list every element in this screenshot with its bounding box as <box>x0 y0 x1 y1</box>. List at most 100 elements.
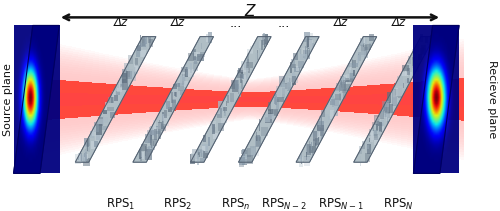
Bar <box>36 70 38 129</box>
Bar <box>280 80 281 118</box>
Bar <box>394 81 395 118</box>
Bar <box>138 90 139 109</box>
Bar <box>380 78 381 120</box>
Bar <box>244 94 246 105</box>
Bar <box>411 82 412 117</box>
Bar <box>314 131 318 136</box>
Bar <box>149 86 150 113</box>
Bar <box>68 71 69 128</box>
Bar <box>306 84 307 115</box>
Bar <box>381 66 382 133</box>
Bar <box>350 91 351 108</box>
Bar <box>415 64 416 135</box>
Bar <box>422 93 424 106</box>
Bar <box>109 58 110 140</box>
Bar <box>410 65 411 134</box>
Bar <box>370 83 371 116</box>
Bar <box>290 84 292 115</box>
Bar <box>388 61 390 138</box>
Bar <box>317 87 318 112</box>
Bar <box>158 87 159 112</box>
Bar <box>224 111 226 116</box>
Bar <box>150 65 152 134</box>
Bar <box>154 64 156 135</box>
Bar <box>267 92 268 107</box>
Bar <box>280 83 281 116</box>
Bar <box>46 81 48 118</box>
Bar <box>246 59 250 66</box>
Bar <box>210 76 212 123</box>
Bar <box>194 71 196 128</box>
Bar <box>328 82 330 117</box>
Bar <box>222 82 223 117</box>
Bar <box>406 51 408 148</box>
Bar <box>216 95 217 104</box>
Bar <box>154 129 158 140</box>
Bar <box>321 117 322 127</box>
Bar <box>415 88 416 111</box>
Bar <box>38 42 39 157</box>
Bar <box>286 87 287 112</box>
Bar <box>234 92 236 106</box>
Bar <box>270 80 272 119</box>
Bar <box>39 85 40 114</box>
Bar <box>184 89 186 110</box>
Bar <box>48 81 49 118</box>
Bar <box>322 73 324 126</box>
Bar <box>294 78 296 120</box>
Bar <box>138 70 139 128</box>
Bar <box>267 78 268 121</box>
Bar <box>48 59 49 140</box>
Bar <box>95 78 96 121</box>
Bar <box>130 71 132 128</box>
Bar <box>448 66 450 133</box>
Bar <box>347 89 348 110</box>
Bar <box>108 70 109 129</box>
Bar <box>217 89 218 109</box>
Bar <box>346 80 347 119</box>
Bar <box>186 84 188 115</box>
Bar <box>40 68 42 131</box>
Bar <box>260 85 262 114</box>
Bar <box>60 68 62 131</box>
Bar <box>166 66 168 133</box>
Bar <box>454 88 455 111</box>
Bar <box>348 88 350 111</box>
Bar <box>462 70 464 129</box>
Bar <box>376 68 378 131</box>
Bar <box>134 86 136 113</box>
Bar <box>378 88 380 111</box>
Bar <box>232 81 237 89</box>
Bar <box>430 62 431 137</box>
Bar <box>174 84 176 115</box>
Bar <box>425 87 426 112</box>
Bar <box>311 79 312 120</box>
Bar <box>386 91 388 108</box>
Bar <box>304 76 306 123</box>
Bar <box>401 62 402 137</box>
Bar <box>203 91 204 108</box>
Bar <box>189 88 190 111</box>
Bar <box>169 69 170 129</box>
Bar <box>435 50 436 149</box>
Bar <box>233 77 234 122</box>
Bar <box>292 76 296 84</box>
Bar <box>451 88 452 111</box>
Bar <box>304 87 306 112</box>
Bar <box>334 93 336 106</box>
Bar <box>432 64 434 135</box>
Bar <box>338 90 340 109</box>
Bar <box>264 91 266 108</box>
Bar <box>362 78 364 120</box>
Bar <box>86 86 88 113</box>
Bar <box>294 82 296 117</box>
Bar <box>404 84 405 115</box>
Bar <box>212 95 213 104</box>
Bar <box>441 48 442 150</box>
Bar <box>114 94 116 105</box>
Bar <box>276 84 277 115</box>
Bar <box>438 77 440 122</box>
Bar <box>94 60 95 139</box>
Bar <box>258 88 260 111</box>
Bar <box>458 60 460 139</box>
